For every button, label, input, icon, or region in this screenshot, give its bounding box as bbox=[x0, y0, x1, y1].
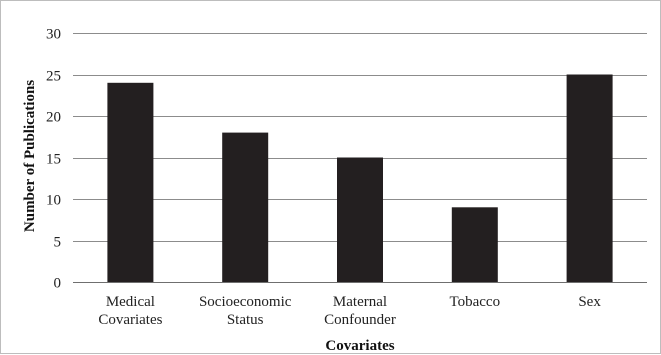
x-category-label: Covariates bbox=[98, 312, 162, 328]
x-category-label: Socioeconomic bbox=[199, 294, 292, 310]
x-category-label: Medical bbox=[106, 294, 155, 310]
x-axis-labels: Medical Covariates Socioeconomic Status Mate… bbox=[98, 294, 601, 328]
y-axis-ticks: 0 5 10 15 20 25 30 bbox=[46, 27, 61, 292]
y-tick-label: 10 bbox=[46, 193, 61, 209]
x-axis-title: Covariates bbox=[325, 338, 394, 354]
x-category-label: Sex bbox=[578, 294, 601, 310]
x-category-label: Tobacco bbox=[450, 294, 501, 310]
bar bbox=[451, 207, 498, 282]
y-tick-label: 15 bbox=[46, 152, 61, 168]
bars bbox=[107, 74, 613, 282]
y-tick-label: 30 bbox=[46, 27, 61, 43]
y-axis-title: Number of Publications bbox=[22, 80, 38, 232]
y-tick-label: 25 bbox=[46, 69, 61, 85]
y-tick-label: 20 bbox=[46, 110, 61, 126]
y-tick-label: 0 bbox=[54, 276, 62, 292]
x-category-label: Maternal bbox=[333, 294, 387, 310]
bar bbox=[222, 132, 269, 282]
y-tick-label: 5 bbox=[54, 235, 62, 251]
bar bbox=[566, 74, 613, 282]
bar bbox=[107, 82, 154, 282]
x-category-label: Confounder bbox=[324, 312, 396, 328]
bar bbox=[337, 157, 383, 282]
x-category-label: Status bbox=[227, 312, 264, 328]
